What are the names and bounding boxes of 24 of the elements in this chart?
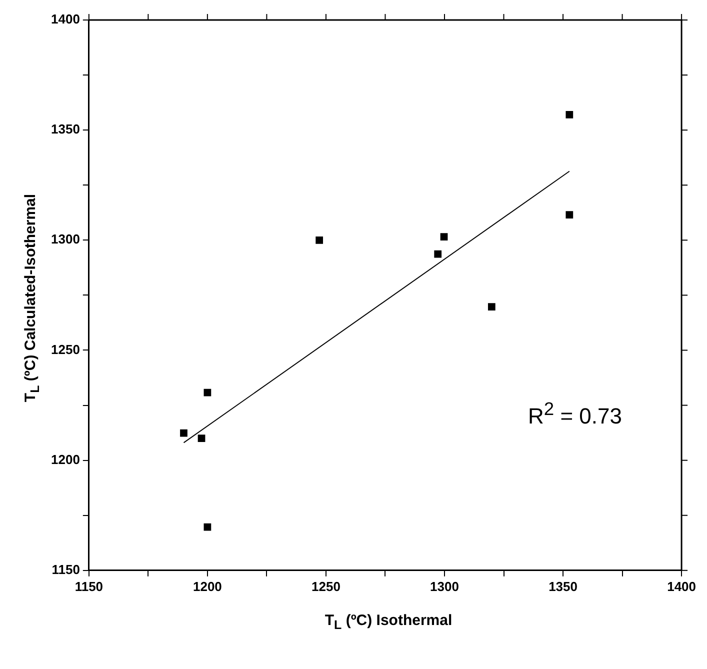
x-tick-label: 1400 — [667, 578, 696, 594]
point — [204, 523, 212, 531]
point — [198, 434, 206, 442]
y-tick-label: 1150 — [52, 562, 80, 577]
point — [566, 110, 574, 118]
x-tick-label: 1350 — [548, 578, 578, 594]
x-tick-label: 1250 — [312, 578, 340, 594]
x-tick-label: 1200 — [192, 578, 222, 594]
y-tick-label: 1200 — [51, 452, 80, 467]
point — [204, 388, 212, 396]
y-tick-label: 1350 — [51, 122, 80, 137]
y-tick-label: 1400 — [51, 12, 80, 27]
point — [566, 211, 574, 219]
x-axis-title: T$_{L}$ (ºC) Isothermal — [324, 612, 452, 632]
x-tick-label: 1150 — [74, 578, 104, 594]
point — [488, 303, 496, 311]
x-tick-label: 1300 — [430, 578, 459, 594]
y-tick-label: 1250 — [51, 342, 80, 357]
point — [180, 429, 188, 437]
point — [440, 233, 448, 241]
point — [316, 236, 324, 244]
point — [434, 250, 442, 258]
annotation: R$^{2}$ = 0.73 — [528, 398, 622, 430]
y-tick-label: 1300 — [51, 232, 80, 247]
